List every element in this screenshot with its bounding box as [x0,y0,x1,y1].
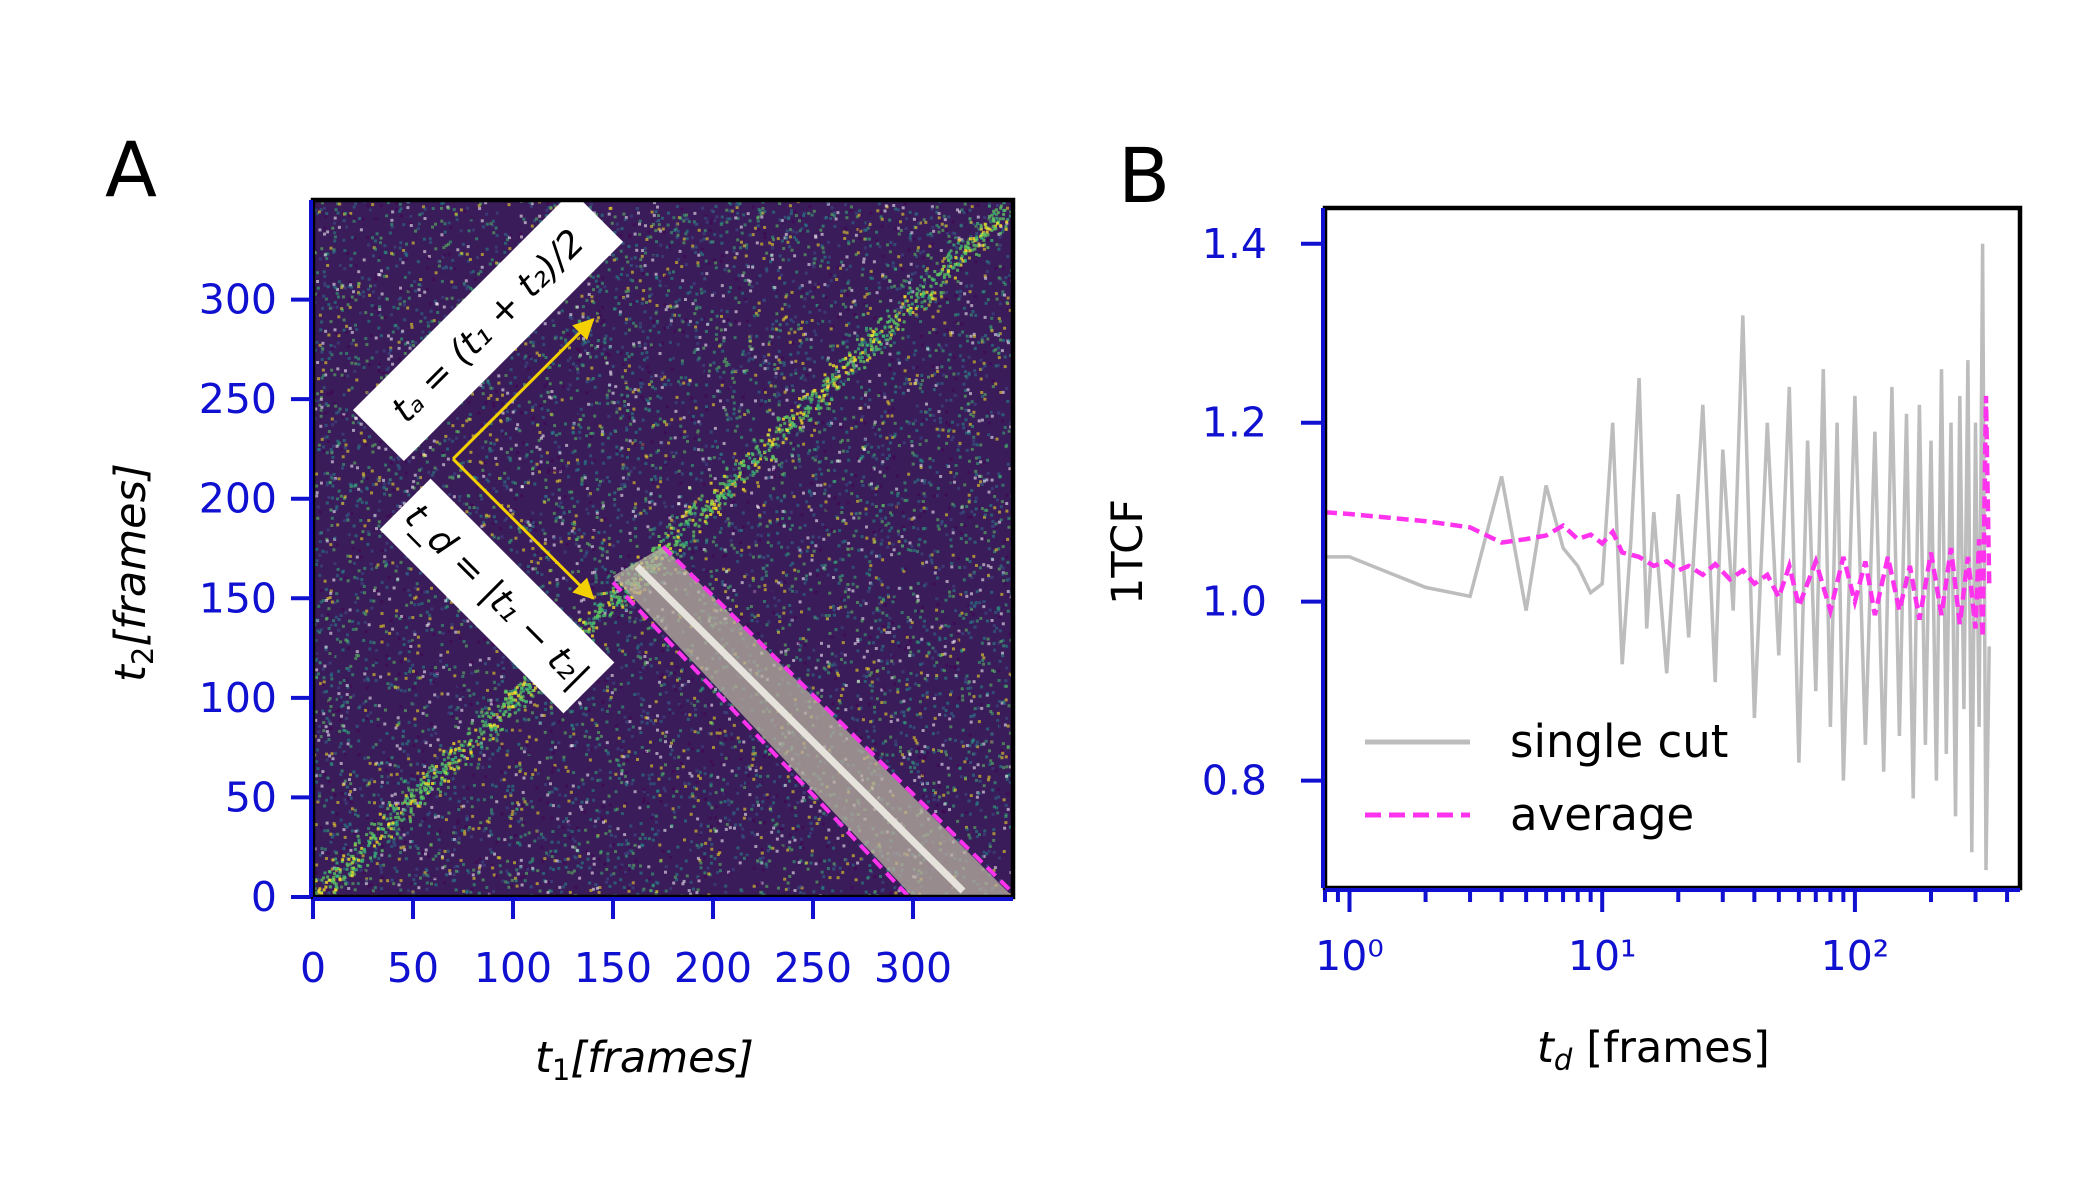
heatmap-x-tick-label: 250 [774,944,852,992]
line-series-group [1325,243,1992,871]
panel-b-line-chart: 10⁰ 10¹ 10² 0.8 1.0 1.2 1.4 1TCF td [frames] si… [1103,205,2023,1077]
ta-arrow [451,318,595,460]
line-chart-x-unit: [frames] [1586,1023,1769,1073]
line-chart-axes: 10⁰ 10¹ 10² 0.8 1.0 1.2 1.4 [1202,208,2020,980]
cut-center-line [634,563,966,894]
heatmap-y-tick-label: 250 [199,375,277,423]
heatmap-x-tick-label: 300 [874,944,952,992]
line-chart-x-tick-label: 10¹ [1568,932,1637,980]
cut-upper-edge [661,545,1013,895]
heatmap-y-tick-label: 50 [225,773,277,821]
heatmap-y-tick-label: 150 [199,574,277,622]
line-chart-x-axis-title: td [frames] [1537,1023,1770,1077]
legend-average-label: average [1510,788,1694,841]
line-chart-y-tick-label: 1.4 [1202,220,1267,268]
panel-a-heatmap: tₐ = (t₁ + t₂)/2t_d = |t₁ − t₂| 0 50 100 15… [106,190,1016,1087]
heatmap-y-unit: [frames] [106,463,156,646]
heatmap-x-unit: [frames] [570,1033,753,1083]
single-cut-line [1325,243,1991,871]
ta-annotation-background [352,190,624,462]
average-line [1325,395,1992,638]
heatmap-x-tick-label: 50 [387,944,439,992]
heatmap-axes: 0 50 100 150 200 250 300 0 50 100 150 200 250 300 [199,200,1013,992]
heatmap-x-axis-title: t1[frames] [535,1033,754,1087]
line-chart-x-var: t [1537,1023,1556,1073]
heatmap-y-axis-title: t2[frames] [106,463,160,682]
line-chart-y-tick-label: 0.8 [1202,757,1267,805]
panel-a-label: A [105,125,157,214]
line-chart-y-tick-label: 1.2 [1202,399,1267,447]
line-chart-x-sub: d [1554,1043,1573,1077]
heatmap-x-tick-label: 200 [674,944,752,992]
heatmap-x-sub: 1 [552,1053,570,1087]
heatmap-y-tick-label: 0 [251,873,277,921]
cut-band-fill [613,546,1013,897]
heatmap-y-tick-label: 300 [199,276,277,324]
heatmap-y-sub: 2 [126,647,160,665]
heatmap-y-tick-label: 100 [199,674,277,722]
heatmap-x-var: t [535,1033,554,1083]
td-annotation-background [379,478,615,714]
line-chart-x-tick-label: 10² [1821,932,1890,980]
line-chart-y-tick-label: 1.0 [1202,578,1267,626]
panel-b-label: B [1118,131,1170,220]
heatmap-x-tick-label: 0 [300,944,326,992]
legend-single-cut-label: single cut [1510,715,1728,768]
heatmap-x-tick-label: 100 [474,944,552,992]
line-chart-y-axis-title: 1TCF [1103,499,1153,605]
heatmap-x-tick-label: 150 [574,944,652,992]
cut-band [611,545,1013,897]
heatmap-y-var: t [106,663,156,682]
cut-lower-edge [611,580,911,897]
legend: single cut average [1365,715,1728,841]
line-chart-x-tick-label: 10⁰ [1315,932,1384,980]
td-arrow [451,457,595,600]
heatmap-y-tick-label: 200 [199,475,277,523]
